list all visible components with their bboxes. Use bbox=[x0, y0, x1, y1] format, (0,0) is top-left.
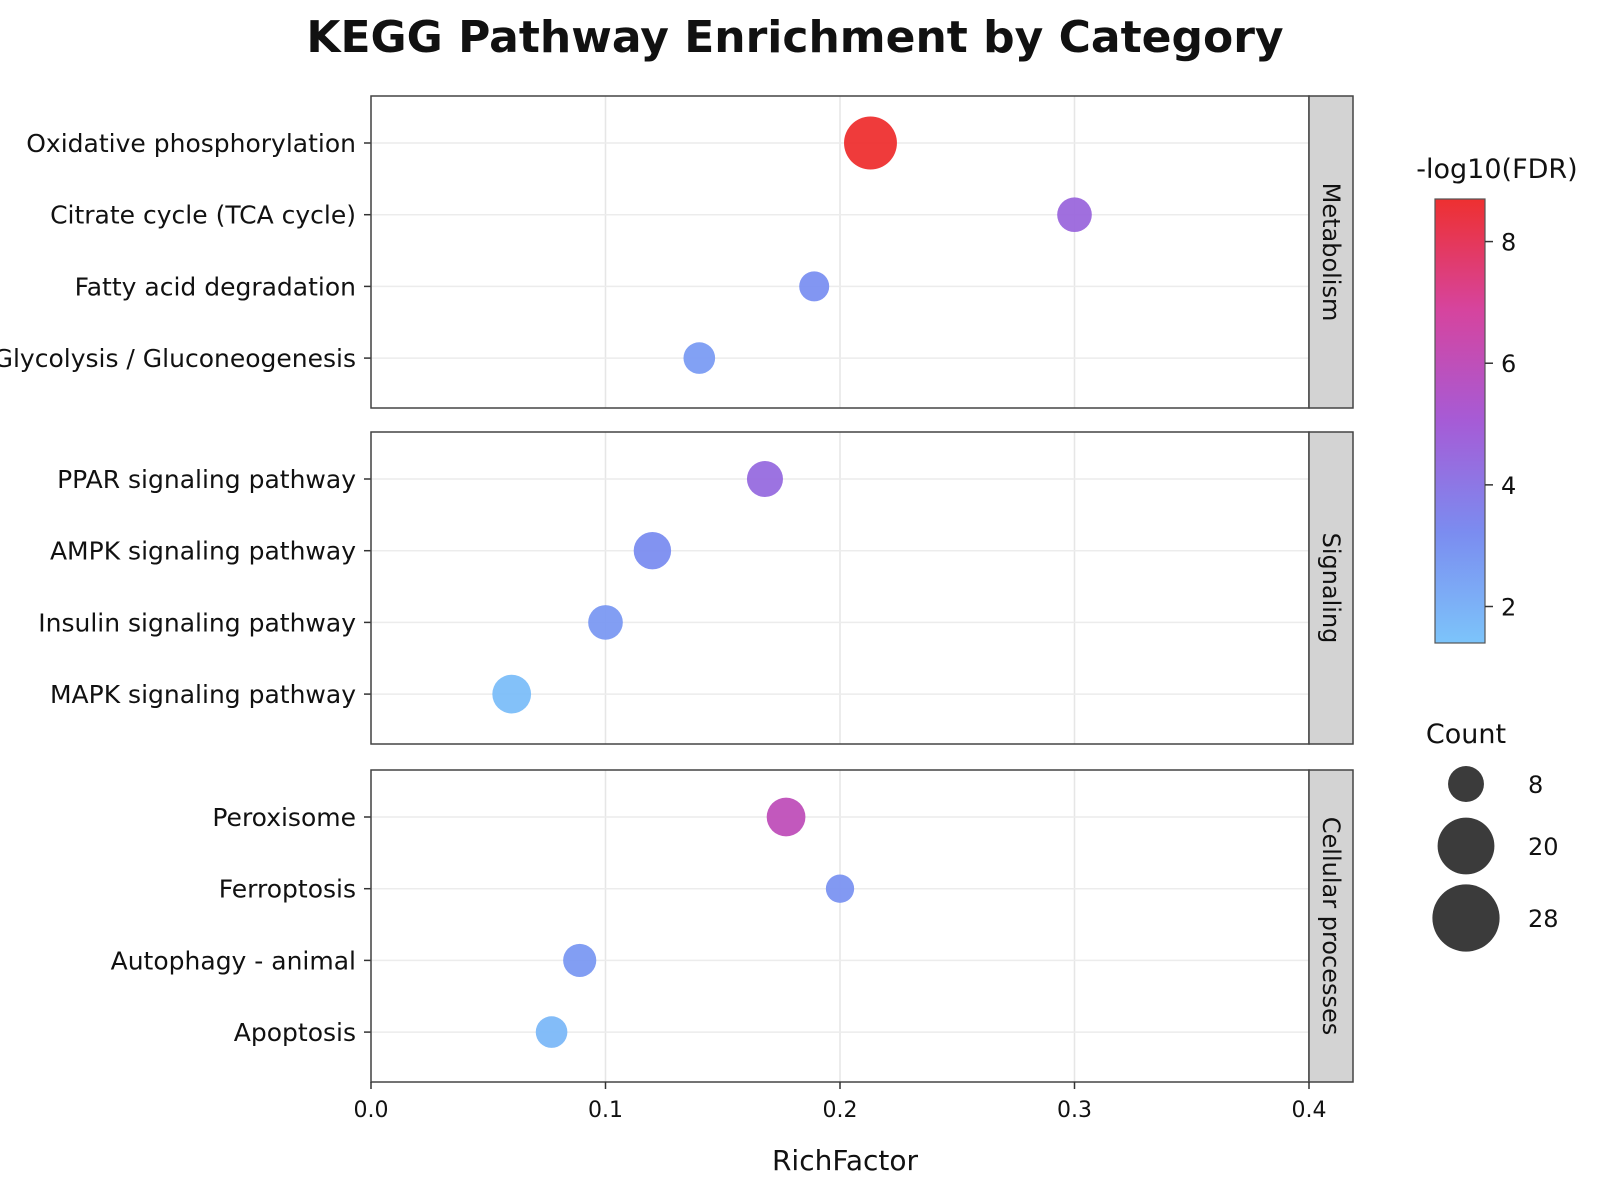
color-legend: -log10(FDR) 2 4 6 8 bbox=[1416, 154, 1578, 644]
size-legend-label: 8 bbox=[1528, 771, 1543, 799]
size-legend-label: 28 bbox=[1528, 905, 1559, 933]
data-point bbox=[766, 797, 806, 837]
data-point bbox=[492, 674, 532, 714]
x-tick-label: 0.2 bbox=[823, 1098, 858, 1123]
facet-strip bbox=[1308, 95, 1354, 409]
y-tick-label: PPAR signaling pathway bbox=[57, 465, 356, 494]
size-legend-circle bbox=[1448, 766, 1484, 802]
facet-strip bbox=[1308, 769, 1354, 1083]
data-point bbox=[683, 342, 716, 374]
plot-panels: Oxidative phosphorylation Citrate cycle (… bbox=[0, 95, 1354, 1083]
size-legend-circle bbox=[1437, 817, 1495, 875]
y-tick-label: Autophagy - animal bbox=[111, 946, 356, 975]
x-tick-label: 0.0 bbox=[354, 1098, 389, 1123]
y-tick-label: Citrate cycle (TCA cycle) bbox=[50, 201, 356, 230]
y-tick-label: Fatty acid degradation bbox=[75, 272, 356, 301]
color-bar-tick-label: 6 bbox=[1501, 350, 1516, 378]
color-bar-tick-label: 8 bbox=[1501, 229, 1516, 257]
color-legend-title: -log10(FDR) bbox=[1416, 154, 1577, 185]
y-tick-label: AMPK signaling pathway bbox=[50, 537, 356, 566]
panel-cellular-processes: Peroxisome Ferroptosis Autophagy - animal A… bbox=[111, 769, 1354, 1083]
data-point bbox=[799, 271, 830, 302]
y-tick-label: Glycolysis / Gluconeogenesis bbox=[0, 344, 356, 373]
x-tick-label: 0.3 bbox=[1057, 1098, 1092, 1123]
x-axis-label: RichFactor bbox=[772, 1144, 919, 1177]
data-point bbox=[844, 116, 897, 170]
data-point bbox=[563, 943, 597, 977]
data-point bbox=[825, 874, 855, 903]
x-axis: 0.0 0.1 0.2 0.3 0.4 bbox=[354, 1082, 1327, 1123]
chart-title: KEGG Pathway Enrichment by Category bbox=[306, 12, 1283, 63]
facet-strip-label: Signaling bbox=[1317, 533, 1345, 644]
y-tick-label: Apoptosis bbox=[234, 1018, 356, 1047]
x-tick-label: 0.4 bbox=[1292, 1098, 1327, 1123]
data-point bbox=[535, 1016, 568, 1048]
y-tick-label: Insulin signaling pathway bbox=[38, 608, 356, 637]
facet-strip-label: Cellular processes bbox=[1317, 817, 1345, 1035]
data-point bbox=[588, 605, 623, 640]
y-tick-label: Oxidative phosphorylation bbox=[26, 129, 356, 158]
color-bar bbox=[1434, 198, 1486, 644]
y-tick-label: Peroxisome bbox=[212, 803, 356, 832]
color-bar-tick-label: 4 bbox=[1501, 472, 1516, 500]
size-legend-title: Count bbox=[1426, 719, 1506, 750]
panel-signaling: PPAR signaling pathway AMPK signaling pat… bbox=[38, 431, 1354, 745]
facet-strip bbox=[1308, 431, 1354, 745]
panel-metabolism: Oxidative phosphorylation Citrate cycle (… bbox=[0, 95, 1354, 409]
data-point bbox=[633, 531, 672, 570]
data-point bbox=[746, 460, 783, 498]
y-tick-label: Ferroptosis bbox=[219, 875, 356, 904]
data-point bbox=[1057, 197, 1092, 233]
size-legend: Count 8 20 28 bbox=[1426, 719, 1559, 952]
y-tick-label: MAPK signaling pathway bbox=[50, 680, 356, 709]
facet-strip-label: Metabolism bbox=[1317, 183, 1345, 322]
size-legend-circle bbox=[1432, 884, 1500, 952]
color-bar-tick-label: 2 bbox=[1501, 594, 1516, 622]
x-tick-label: 0.1 bbox=[588, 1098, 623, 1123]
size-legend-label: 20 bbox=[1528, 833, 1559, 861]
